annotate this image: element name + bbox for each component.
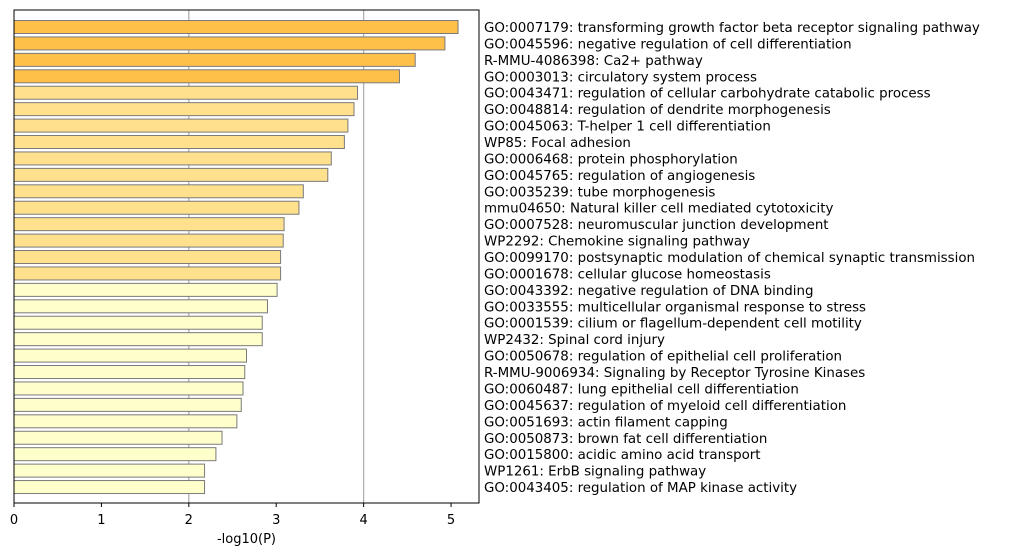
category-label: GO:0015800: acidic amino acid transport [484,448,761,463]
bar [13,20,459,34]
x-tick-label: 1 [97,513,105,528]
category-label: GO:0043405: regulation of MAP kinase act… [484,481,797,496]
x-tick-label: 3 [272,513,280,528]
bar [13,430,223,445]
bar [13,118,349,133]
x-axis-label: -log10(P) [217,532,276,547]
bar [13,447,217,462]
bar [13,85,359,100]
category-label: GO:0045637: regulation of myeloid cell d… [484,399,846,414]
x-tick-label: 5 [447,513,455,528]
bar [13,184,304,199]
bar [13,397,242,412]
x-tick-label: 0 [10,513,18,528]
category-label: GO:0045596: negative regulation of cell … [484,37,852,52]
category-label: GO:0007528: neuromuscular junction devel… [484,218,829,233]
category-label: mmu04650: Natural killer cell mediated c… [484,202,833,217]
bar [13,217,285,232]
category-label: GO:0060487: lung epithelial cell differe… [484,382,799,397]
category-label: GO:0043392: negative regulation of DNA b… [484,284,814,299]
category-label: GO:0050873: brown fat cell differentiati… [484,432,767,447]
bar [13,167,329,182]
bar [13,365,246,380]
category-label: WP2292: Chemokine signaling pathway [484,235,750,250]
category-label: GO:0007179: transforming growth factor b… [484,21,980,36]
bar [13,135,345,150]
category-label: GO:0045765: regulation of angiogenesis [484,169,755,184]
category-label: R-MMU-4086398: Ca2+ pathway [484,54,703,69]
category-label: WP85: Focal adhesion [484,136,631,151]
plot-frame [13,9,480,504]
category-label: GO:0001678: cellular glucose homeostasis [484,267,771,282]
category-label: WP2432: Spinal cord injury [484,333,665,348]
bar [13,282,278,297]
bar [13,200,300,215]
bar [13,233,284,248]
bar [13,151,332,166]
category-labels: GO:0007179: transforming growth factor b… [484,21,980,496]
bar [13,463,206,478]
bars [13,20,459,495]
bar [13,332,263,347]
category-label: GO:0051693: actin filament capping [484,415,728,430]
bar [13,315,263,330]
bar [13,36,446,51]
category-label: GO:0001539: cilium or flagellum-dependen… [484,317,862,332]
category-label: GO:0048814: regulation of dendrite morph… [484,103,831,118]
bar [13,250,282,265]
category-label: GO:0035239: tube morphogenesis [484,185,715,200]
bar [13,69,400,84]
bar [13,266,282,281]
category-label: GO:0099170: postsynaptic modulation of c… [484,251,975,266]
bar [13,299,268,314]
category-label: GO:0003013: circulatory system process [484,70,757,85]
category-label: GO:0043471: regulation of cellular carbo… [484,87,931,102]
bar [13,348,247,363]
bar [13,381,244,396]
bar [13,102,355,117]
category-label: GO:0050678: regulation of epithelial cel… [484,350,842,365]
bar [13,52,416,67]
bar [13,414,238,429]
x-tick-label: 4 [359,513,367,528]
x-tick-label: 2 [185,513,193,528]
category-label: WP1261: ErbB signaling pathway [484,465,706,480]
category-label: R-MMU-9006934: Signaling by Receptor Tyr… [484,366,865,381]
category-label: GO:0045063: T-helper 1 cell differentiat… [484,120,771,135]
category-label: GO:0033555: multicellular organismal res… [484,300,866,315]
bar [13,480,206,495]
category-label: GO:0006468: protein phosphorylation [484,152,738,167]
x-axis-ticks: 0 1 2 3 4 5 [10,503,455,528]
